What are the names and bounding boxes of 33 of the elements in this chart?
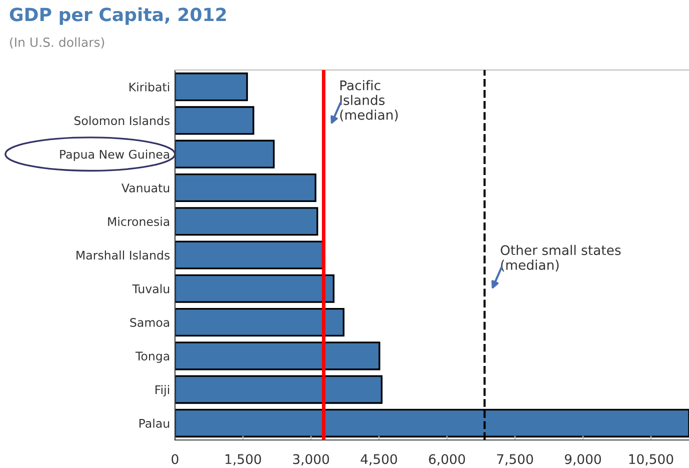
bar [175,207,318,236]
x-tick-label: 0 [172,454,178,464]
x-tick-label: 10,500 [629,454,674,466]
bar [175,72,248,102]
bar [175,342,380,370]
bar [175,173,316,202]
bar [175,240,324,270]
x-tick-label: 6,000 [428,454,465,466]
ref-line-label: Other small states (median) [500,244,621,272]
text: (In U.S. dollars) [10,37,104,48]
chart-title: GDP per Capita, 2012 [10,7,226,25]
y-tick-label: Tonga [135,352,170,363]
y-tick-label: Micronesia [108,216,170,226]
y-tick-label: Fiji [156,385,170,396]
bar [175,308,344,337]
y-tick-label: Samoa [130,318,170,327]
ref-line-label: Pacific Islands (median) [340,80,398,122]
y-tick-label: Kiribati [130,82,170,92]
bar [175,375,383,404]
y-tick-label: Palau [139,418,170,428]
bar [175,274,334,303]
bar [175,140,275,168]
x-tick-label: 4,500 [360,454,397,466]
y-tick-label: Papua New Guinea [60,150,170,162]
x-tick-label: 9,000 [564,454,601,466]
bar [175,106,254,135]
y-tick-label: Solomon Islands [74,116,170,126]
y-tick-label: Vanuatu [122,184,170,192]
x-tick-label: 3,000 [293,454,329,466]
y-tick-label: Tuvalu [132,284,170,294]
x-tick-label: 7,500 [497,454,533,466]
x-tick-label: 1,500 [226,454,261,466]
y-tick-label: Marshall Islands [76,250,170,260]
